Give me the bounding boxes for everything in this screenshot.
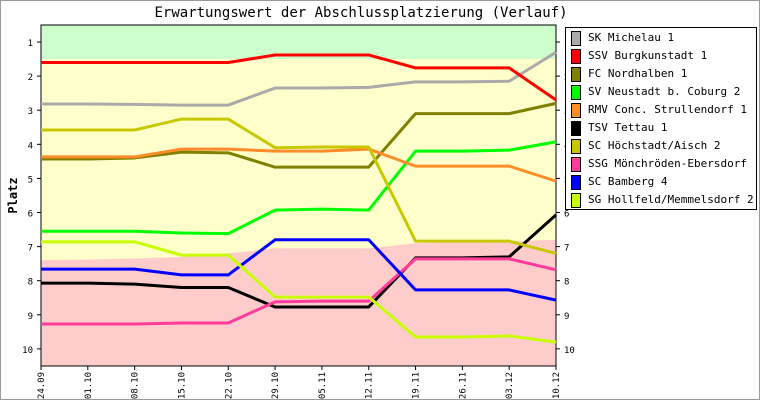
x-tick-label: 12.11 (365, 372, 375, 399)
y-tick-label-right: 6 (564, 210, 569, 220)
x-tick-label: 10.12 (552, 372, 562, 399)
legend-label: SSV Burgkunstadt 1 (588, 48, 708, 62)
legend-item: SC Höchstadt/Aisch 2 (566, 137, 756, 155)
series-line (41, 147, 557, 183)
y-tick-label-left: 2 (28, 73, 33, 83)
series-0 (40, 50, 557, 107)
series-line (41, 117, 557, 255)
legend-swatch (571, 157, 581, 173)
series-line (41, 257, 557, 326)
legend-swatch (571, 175, 581, 191)
legend-label: SC Höchstadt/Aisch 2 (588, 139, 721, 153)
legend-item: SK Michelau 1 (566, 29, 756, 47)
legend-item: SSV Burgkunstadt 1 (566, 47, 756, 65)
legend-swatch (571, 139, 581, 155)
legend-label: SC Bamberg 4 (588, 175, 668, 189)
legend-item: SV Neustadt b. Coburg 2 (566, 83, 756, 101)
legend-swatch (571, 193, 581, 209)
series-3 (40, 140, 557, 236)
legend-label: SSG Mönchröden-Ebersdorf (588, 157, 747, 171)
x-tick-label: 24.09 (37, 372, 47, 399)
y-tick-label-left: 7 (28, 244, 33, 254)
series-line (41, 140, 557, 236)
y-tick-label-left: 6 (28, 210, 33, 220)
legend-swatch (571, 30, 581, 46)
legend: SK Michelau 1 SSV Burgkunstadt 1 FC Nordha… (565, 27, 757, 210)
series-line (41, 50, 557, 107)
y-axis-label: Platz (6, 177, 20, 213)
legend-swatch (571, 66, 581, 82)
legend-item: SG Hollfeld/Memmelsdorf 2 (566, 191, 756, 209)
legend-swatch (571, 120, 581, 136)
legend-swatch (571, 48, 581, 64)
y-tick-label-left: 5 (28, 175, 33, 185)
chart-title: Erwartungswert der Abschlussplatzierung … (154, 5, 568, 21)
legend-item: RMV Conc. Strullendorf 1 (566, 101, 756, 119)
y-tick-label-right: 9 (564, 312, 569, 322)
y-tick-label-left: 9 (28, 312, 33, 322)
series-line (41, 53, 557, 102)
y-tick-label-left: 1 (28, 39, 33, 49)
x-tick-label: 19.11 (412, 372, 422, 399)
x-tick-label: 26.11 (458, 372, 468, 399)
y-tick-label-right: 7 (564, 244, 569, 254)
series-8 (40, 238, 557, 302)
legend-item: SC Bamberg 4 (566, 173, 756, 191)
x-tick-label: 29.10 (271, 372, 281, 399)
y-tick-label-left: 4 (28, 141, 33, 151)
legend-item: FC Nordhalben 1 (566, 65, 756, 83)
legend-label: SG Hollfeld/Memmelsdorf 2 (588, 193, 754, 207)
y-tick-label-left: 10 (22, 346, 33, 356)
series-line (41, 238, 557, 302)
x-tick-label: 08.10 (131, 372, 141, 399)
series-4 (40, 147, 557, 183)
plot-frame (40, 24, 557, 367)
x-tick-label: 03.12 (505, 372, 515, 399)
series-6 (40, 117, 557, 255)
legend-item: TSV Tettau 1 (566, 119, 756, 137)
y-tick-label-right: 10 (564, 346, 575, 356)
x-tick-label: 01.10 (84, 372, 94, 399)
y-tick-label-left: 8 (28, 278, 33, 288)
x-tick-label: 15.10 (177, 372, 187, 399)
x-tick-label: 22.10 (224, 372, 234, 399)
legend-label: SV Neustadt b. Coburg 2 (588, 84, 741, 98)
legend-label: RMV Conc. Strullendorf 1 (588, 102, 747, 116)
legend-swatch (571, 84, 581, 100)
legend-item: SSG Mönchröden-Ebersdorf (566, 155, 756, 173)
legend-label: SK Michelau 1 (588, 30, 675, 44)
series-9 (40, 240, 557, 344)
legend-label: FC Nordhalben 1 (588, 66, 688, 80)
y-tick-label-left: 3 (28, 107, 33, 117)
y-tick-label-right: 8 (564, 278, 569, 288)
series-line (41, 240, 557, 344)
legend-label: TSV Tettau 1 (588, 120, 668, 134)
legend-swatch (571, 102, 581, 118)
series-1 (40, 53, 557, 102)
x-tick-label: 05.11 (318, 372, 328, 399)
series-7 (40, 257, 557, 326)
zone-promotion (41, 25, 556, 60)
